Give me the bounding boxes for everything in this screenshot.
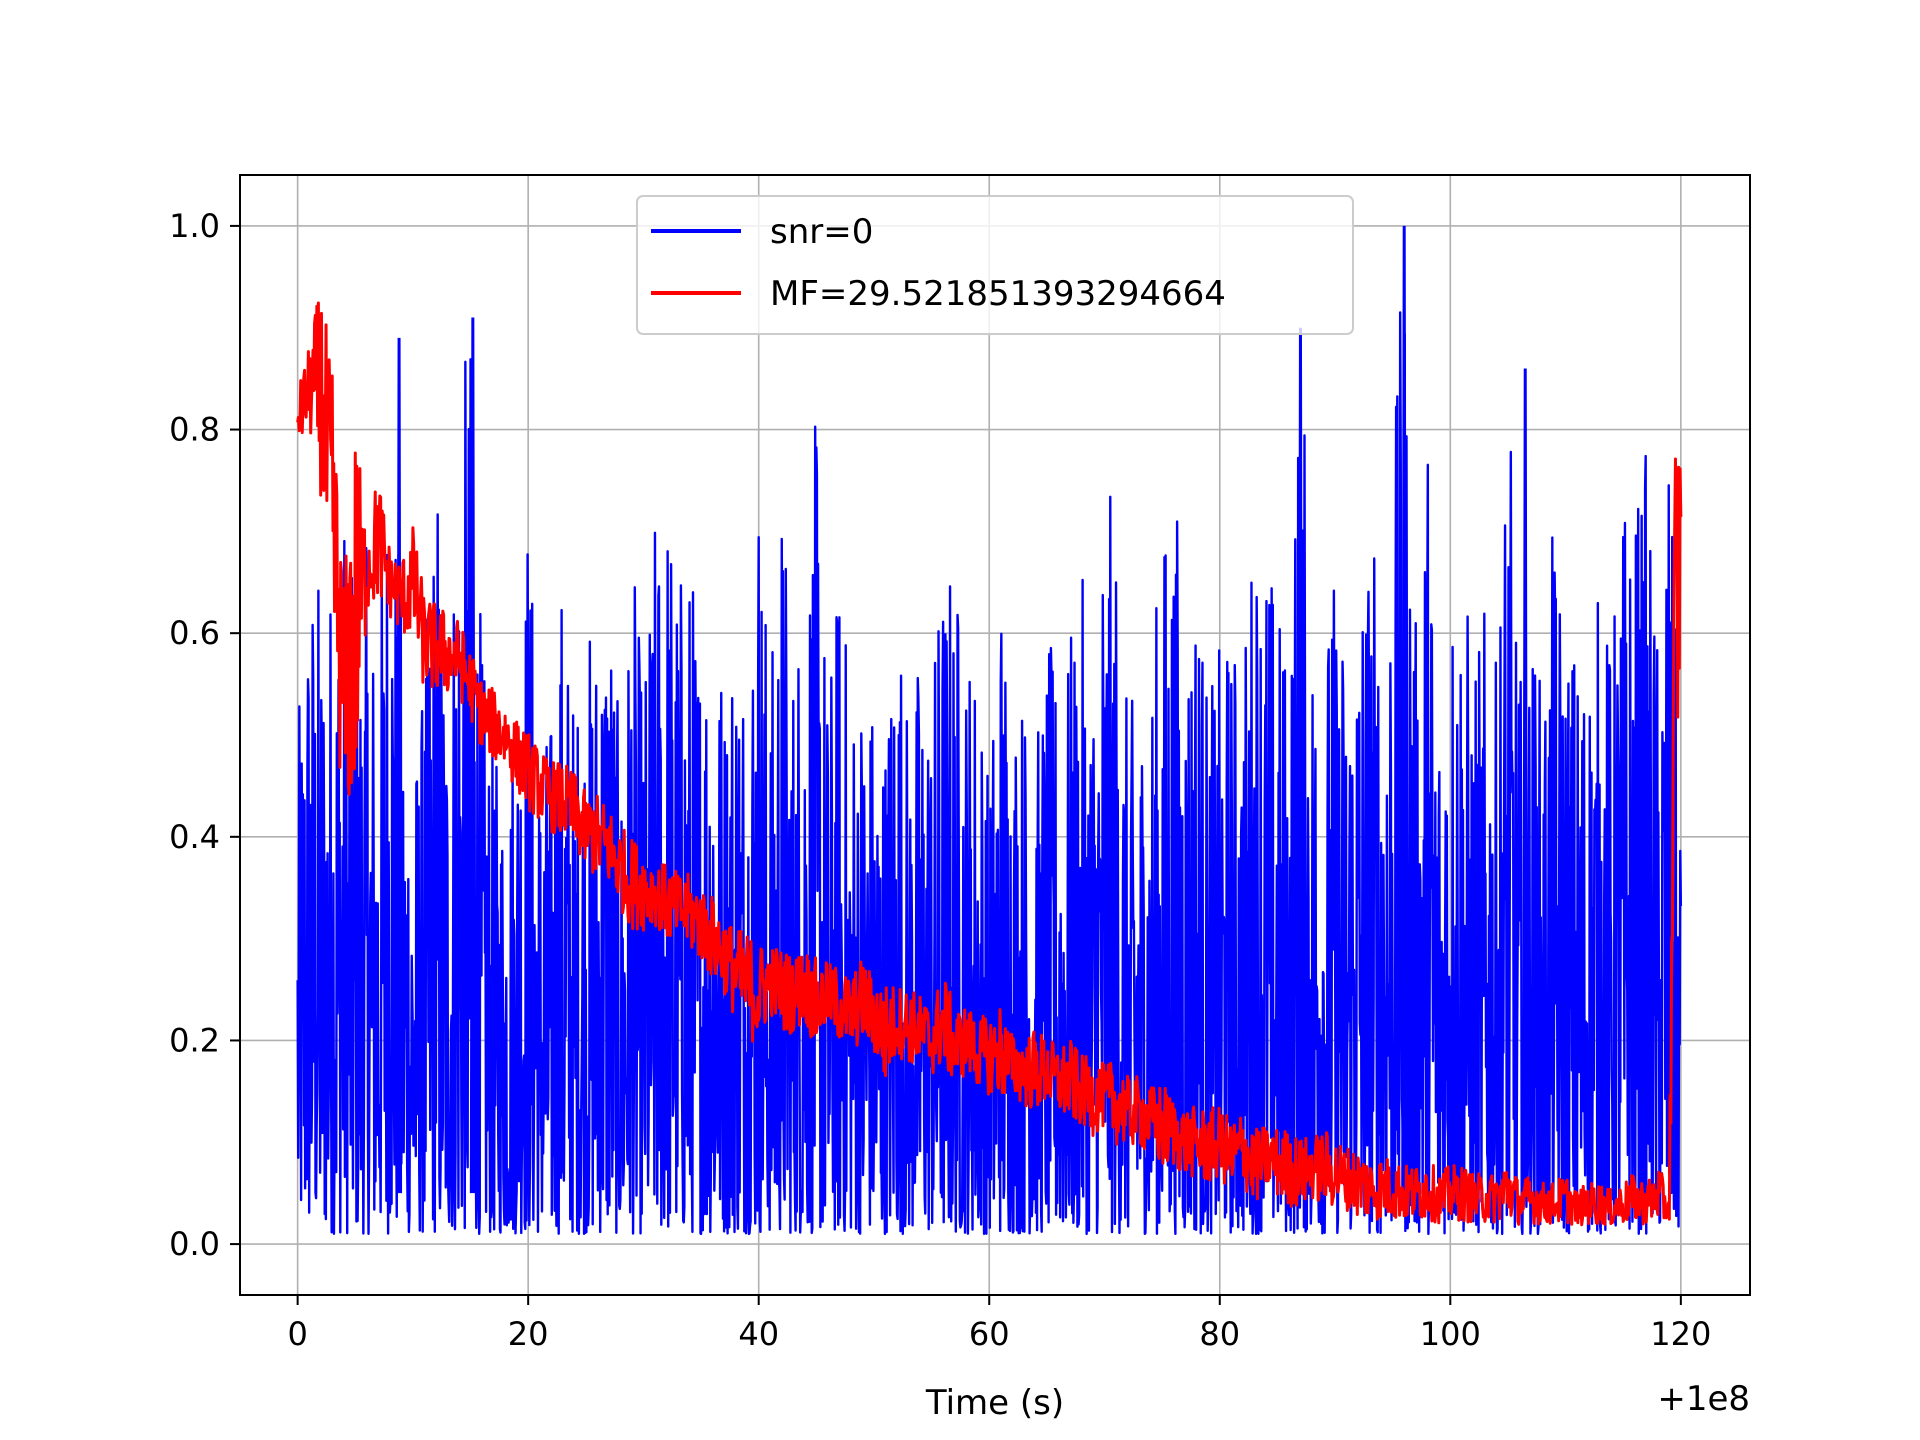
series-layer: [296, 225, 1683, 1236]
y-tick-label: 0.2: [169, 1021, 220, 1059]
y-tick-label: 0.6: [169, 614, 220, 652]
legend: snr=0 MF=29.521851393294664: [636, 195, 1354, 335]
y-tick-label: 0.0: [169, 1225, 220, 1263]
x-tick-label: 20: [508, 1315, 549, 1353]
series-peak-0: [1297, 327, 1304, 1194]
x-tick-label: 80: [1199, 1315, 1240, 1353]
x-tick-label: 40: [738, 1315, 779, 1353]
x-tick-label: 0: [287, 1315, 307, 1353]
series-peak-0: [396, 337, 403, 1194]
x-axis-offset-label: +1e8: [1657, 1379, 1750, 1419]
legend-box: [636, 195, 1354, 335]
grid: [240, 175, 1750, 1295]
x-tick-label: 60: [969, 1315, 1010, 1353]
legend-label-mf: MF=29.521851393294664: [770, 274, 1226, 314]
ticks: 0 20 40 60 80 100 120 0.0 0.2 0.4 0.6 0.8 1.0: [169, 207, 1711, 1353]
series-line-1: [296, 301, 1683, 1227]
y-tick-label: 0.4: [169, 818, 220, 856]
series-peak-0: [1401, 225, 1408, 1194]
y-tick-label: 1.0: [169, 207, 220, 245]
series-peak-0: [469, 317, 476, 1194]
x-tick-label: 120: [1650, 1315, 1711, 1353]
y-tick-label: 0.8: [169, 411, 220, 449]
series-peak-0: [1522, 368, 1529, 1194]
plot-frame: [239, 174, 1751, 1296]
legend-label-snr: snr=0: [770, 212, 873, 252]
x-tick-label: 100: [1420, 1315, 1481, 1353]
x-axis-label: Time (s): [925, 1383, 1064, 1423]
